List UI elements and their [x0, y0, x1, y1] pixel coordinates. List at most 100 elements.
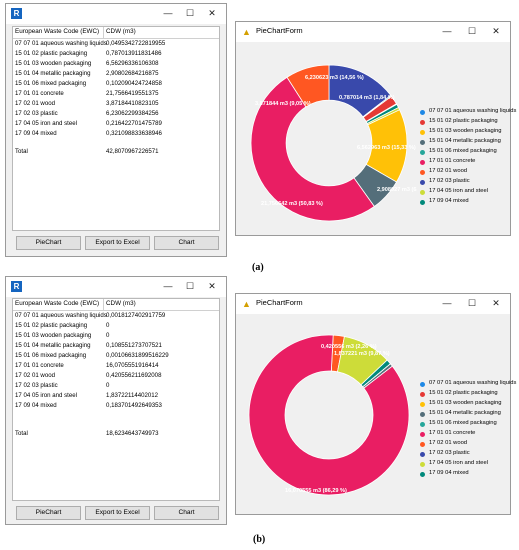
table-row[interactable]: 17 01 01 concrete 21,7566419551375 [13, 89, 219, 99]
table-row[interactable]: 17 04 05 iron and steel 1,83722114402012 [13, 391, 219, 401]
table-row[interactable]: 15 01 02 plastic packaging 0 [13, 321, 219, 331]
cell-ewc: 17 04 05 iron and steel [15, 120, 77, 127]
cdw-window-b: R — ☐ ✕ European Waste Code (EWC) CDW (m… [5, 276, 227, 525]
cell-ewc: 15 01 03 wooden packaging [15, 60, 92, 67]
cell-cdw: 16,0705551916414 [106, 362, 159, 369]
table-row[interactable]: 17 02 01 wood 0,420556211692008 [13, 371, 219, 381]
maximize-button[interactable]: ☐ [185, 281, 195, 291]
legend-label: 07 07 01 aqueous washing liquids [429, 380, 517, 386]
table-row[interactable]: 15 01 04 metallic packaging 0,10855127370… [13, 341, 219, 351]
export-to-excel-button[interactable]: Export to Excel [85, 506, 150, 520]
table-row[interactable]: 17 02 01 wood 3,87184410823105 [13, 99, 219, 109]
minimize-button[interactable]: — [442, 298, 452, 308]
table-row[interactable]: 07 07 01 aqueous washing liquids 0,001812… [13, 311, 219, 321]
chart-button[interactable]: Chart [154, 236, 219, 250]
legend-swatch [420, 149, 425, 155]
maximize-button[interactable]: ☐ [467, 298, 477, 308]
close-button[interactable]: ✕ [492, 26, 500, 36]
slice-data-label: 6,230623 m3 (14,56 %) [305, 75, 364, 81]
cell-total-label: Total [15, 430, 28, 437]
cell-cdw: 2,90802684216875 [106, 70, 159, 77]
legend-swatch [420, 421, 425, 427]
table-row[interactable]: 07 07 01 aqueous washing liquids 0,049534… [13, 39, 219, 49]
column-header-ewc[interactable]: European Waste Code (EWC) [15, 28, 100, 35]
maximize-button[interactable]: ☐ [185, 8, 195, 18]
piechart-button[interactable]: PieChart [16, 236, 81, 250]
warning-triangle-icon: ▲ [242, 298, 251, 309]
cell-cdw: 0,216422701475789 [106, 120, 162, 127]
cdw-table[interactable]: European Waste Code (EWC) CDW (m3) 07 07… [12, 298, 220, 501]
legend-swatch [420, 109, 425, 115]
table-row[interactable]: 17 09 04 mixed 0,183701492649353 [13, 401, 219, 411]
cell-ewc: 15 01 03 wooden packaging [15, 332, 92, 339]
minimize-button[interactable]: — [442, 26, 452, 36]
cell-ewc: 15 01 06 mixed packaging [15, 80, 87, 87]
cell-cdw: 0,420556211692008 [106, 372, 162, 379]
table-row[interactable]: 17 09 04 mixed 0,321098833638946 [13, 129, 219, 139]
cell-cdw: 0,102090424724858 [106, 80, 162, 87]
table-row[interactable]: 15 01 06 mixed packaging 0,10209042472485… [13, 79, 219, 89]
legend-swatch [420, 471, 425, 477]
column-header-ewc[interactable]: European Waste Code (EWC) [15, 300, 100, 307]
table-row[interactable]: 17 02 03 plastic 6,23062299384256 [13, 109, 219, 119]
table-row[interactable]: 17 04 05 iron and steel 0,216422701475789 [13, 119, 219, 129]
figure-caption-b: (b) [253, 534, 266, 545]
slice-data-label: 2,908027 m3 (6,79 %) [377, 187, 417, 193]
cdw-table[interactable]: European Waste Code (EWC) CDW (m3) 07 07… [12, 26, 220, 231]
cell-cdw: 0,00106631899516229 [106, 352, 169, 359]
revit-r-icon: R [11, 281, 22, 292]
cell-ewc: 17 09 04 mixed [15, 402, 57, 409]
table-row[interactable]: 17 01 01 concrete 16,0705551916414 [13, 361, 219, 371]
titlebar: ▲ PieChartForm — ☐ ✕ [236, 22, 510, 42]
cell-cdw: 0 [106, 382, 110, 389]
table-row[interactable]: 15 01 03 wooden packaging 6,5629633610630… [13, 59, 219, 69]
legend-swatch [420, 401, 425, 407]
cell-cdw: 0,0018127402917759 [106, 312, 166, 319]
legend-label: 17 04 05 iron and steel [429, 460, 488, 466]
chart-button[interactable]: Chart [154, 506, 219, 520]
minimize-button[interactable]: — [163, 8, 173, 18]
legend-swatch [420, 451, 425, 457]
slice-data-label: 0,420556 m3 (2,26 %) [321, 344, 377, 350]
cell-ewc: 15 01 04 metallic packaging [15, 342, 91, 349]
cell-ewc: 07 07 01 aqueous washing liquids [15, 40, 107, 47]
table-row[interactable]: 15 01 04 metallic packaging 2,90802684216… [13, 69, 219, 79]
close-button[interactable]: ✕ [208, 8, 216, 18]
export-to-excel-button[interactable]: Export to Excel [85, 236, 150, 250]
slice-17-01-01-concrete[interactable] [250, 76, 375, 222]
slice-17-02-01-wood[interactable] [286, 64, 330, 108]
cell-ewc: 17 02 03 plastic [15, 382, 58, 389]
slice-data-label: 0,787014 m3 (1,84 %) [339, 95, 395, 101]
maximize-button[interactable]: ☐ [467, 26, 477, 36]
cell-cdw: 6,56296336106308 [106, 60, 159, 67]
close-button[interactable]: ✕ [492, 298, 500, 308]
legend-swatch [420, 441, 425, 447]
slice-data-label: 6,562963 m3 (15,33 %) [357, 145, 416, 151]
close-button[interactable]: ✕ [208, 281, 216, 291]
table-row[interactable]: 15 01 02 plastic packaging 0,787013911831… [13, 49, 219, 59]
piechart-window-a: ▲ PieChartForm — ☐ ✕ 21,756642 m3 (50,83… [235, 21, 516, 236]
cell-ewc: 15 01 06 mixed packaging [15, 352, 87, 359]
chart-canvas: 16,070555 m3 (86,29 %) 0,420556 m3 (2,26 … [237, 315, 516, 513]
legend-label: 15 01 06 mixed packaging [429, 420, 497, 426]
donut-chart: 16,070555 m3 (86,29 %) 0,420556 m3 (2,26 … [248, 334, 410, 496]
table-row-total[interactable]: Total 18,6234643749973 [13, 429, 219, 439]
piechart-button[interactable]: PieChart [16, 506, 81, 520]
legend-swatch [420, 189, 425, 195]
table-row[interactable]: 15 01 06 mixed packaging 0,00106631899516… [13, 351, 219, 361]
legend-label: 07 07 01 aqueous washing liquids [429, 108, 517, 114]
table-row[interactable]: 15 01 03 wooden packaging 0 [13, 331, 219, 341]
cell-ewc: 17 04 05 iron and steel [15, 392, 77, 399]
cell-ewc: 17 02 03 plastic [15, 110, 58, 117]
slice-17-01-01-concrete[interactable] [248, 334, 410, 496]
column-header-cdw[interactable]: CDW (m3) [106, 300, 136, 307]
table-row[interactable]: 17 02 03 plastic 0 [13, 381, 219, 391]
column-header-cdw[interactable]: CDW (m3) [106, 28, 136, 35]
legend-label: 17 09 04 mixed [429, 198, 469, 204]
legend-label: 17 02 03 plastic [429, 450, 470, 456]
minimize-button[interactable]: — [163, 281, 173, 291]
cell-total-value: 42,8070967226571 [106, 148, 159, 155]
legend-label: 17 02 01 wood [429, 168, 468, 174]
table-row-total[interactable]: Total 42,8070967226571 [13, 147, 219, 157]
cdw-window-a: R — ☐ ✕ European Waste Code (EWC) CDW (m… [5, 3, 227, 257]
